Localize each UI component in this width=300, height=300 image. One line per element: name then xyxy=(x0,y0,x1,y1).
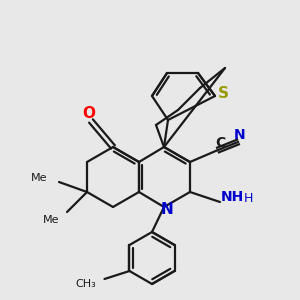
Text: Me: Me xyxy=(43,215,59,225)
Text: O: O xyxy=(82,106,95,121)
Text: NH: NH xyxy=(220,190,244,204)
Text: CH₃: CH₃ xyxy=(76,279,97,289)
Text: S: S xyxy=(218,86,229,101)
Text: H: H xyxy=(243,193,253,206)
Text: N: N xyxy=(234,128,246,142)
Text: Me: Me xyxy=(31,173,47,183)
Text: C: C xyxy=(215,136,225,150)
Text: N: N xyxy=(160,202,173,217)
